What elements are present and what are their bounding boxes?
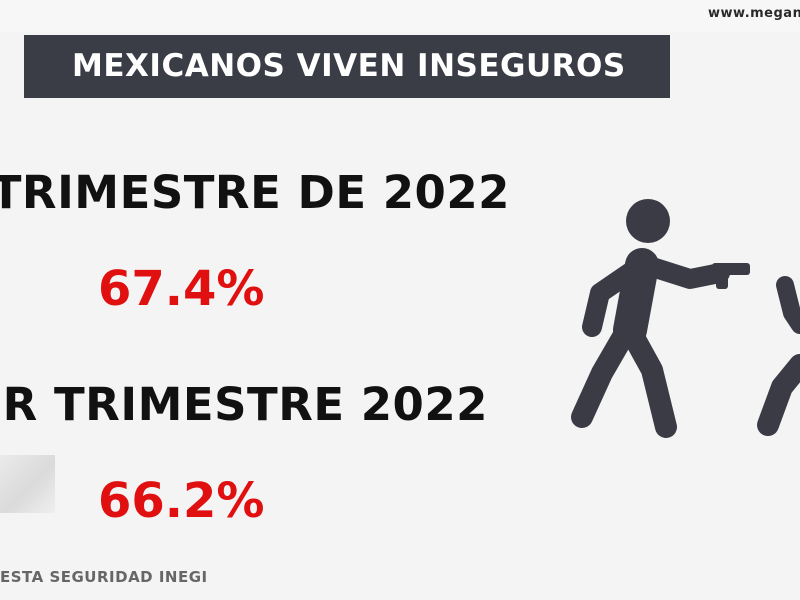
top-bar: www.megan <box>0 0 800 32</box>
period-1-label: TRIMESTRE DE 2022 <box>0 166 510 219</box>
decorative-panel <box>0 455 55 513</box>
source-caption: ESTA SEGURIDAD INEGI <box>0 568 230 586</box>
source-text: ESTA SEGURIDAD INEGI <box>0 568 208 586</box>
period-2-value: 66.2% <box>98 473 265 529</box>
title-banner <box>24 35 670 98</box>
banner-title: MEXICANOS VIVEN INSEGUROS <box>72 48 626 84</box>
gunman-threatening-person-icon <box>571 199 800 438</box>
website-url: www.megan <box>708 6 800 21</box>
period-1-value: 67.4% <box>98 261 265 317</box>
period-2-label: R TRIMESTRE 2022 <box>2 378 488 431</box>
